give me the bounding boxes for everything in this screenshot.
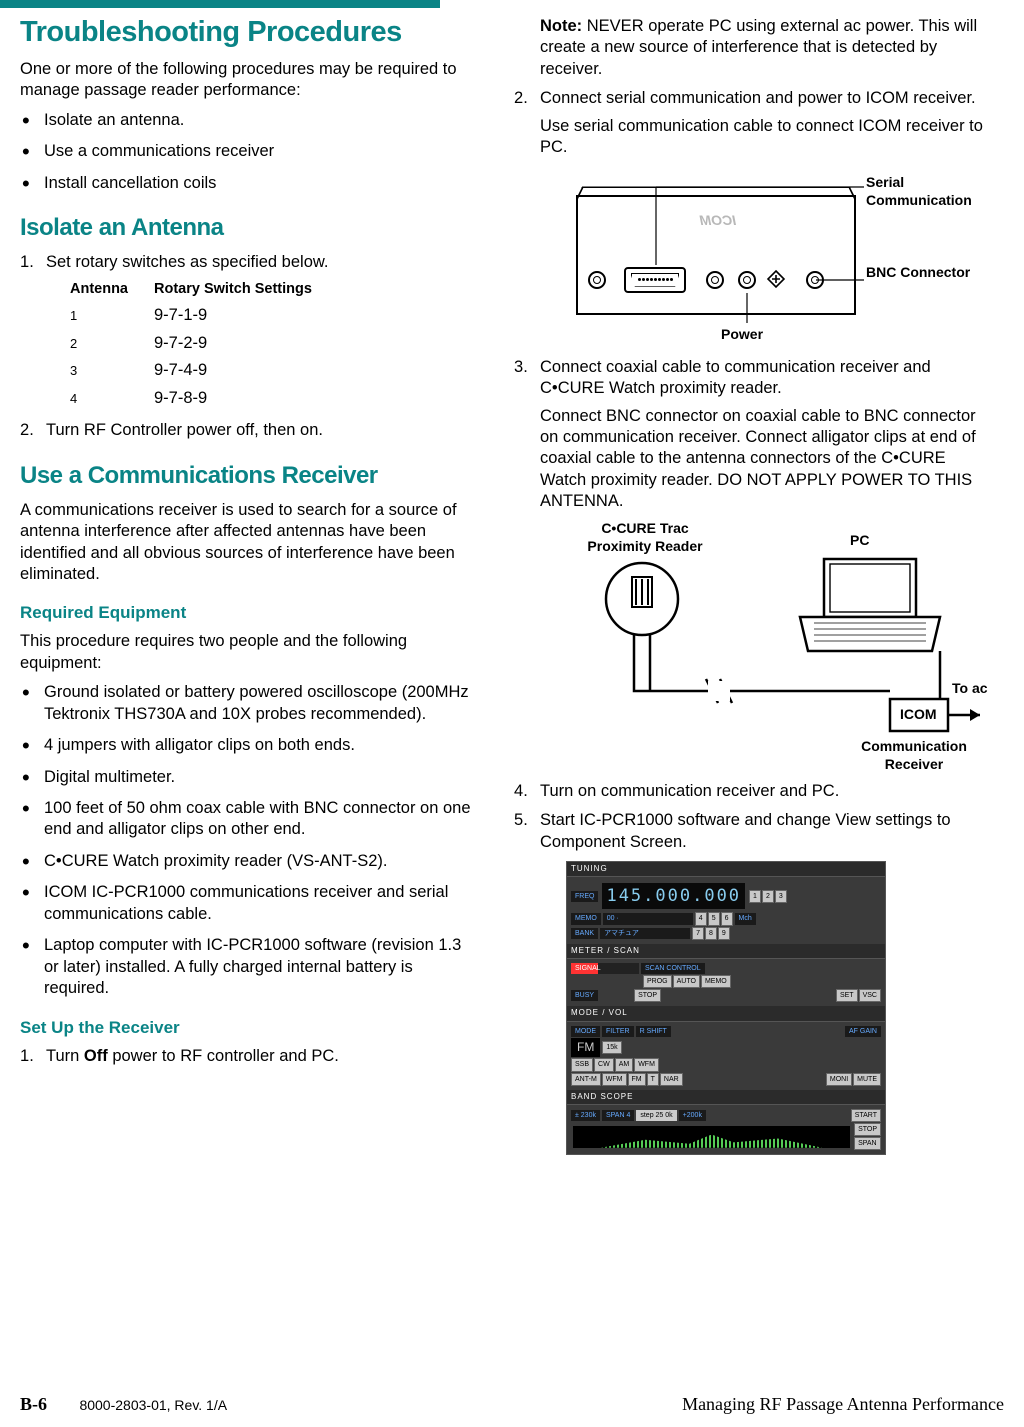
mode-panel: MODE FILTER R SHIFT AF GAIN FM 15k SSBCW — [567, 1021, 885, 1090]
list-item: Isolate an antenna. — [20, 110, 478, 131]
mode-display: FM — [571, 1038, 600, 1058]
req-intro: This procedure requires two people and t… — [20, 631, 478, 674]
tuning-panel: FREQ 145.000.000 123 MEMO 00 · 456 Mch B… — [567, 876, 885, 943]
list-item: Turn Off power to RF controller and PC. — [20, 1046, 478, 1067]
step-text: Set rotary switches as specified below. — [46, 253, 328, 271]
list-item: Turn on communication receiver and PC. — [514, 781, 996, 802]
spectrum-display — [573, 1126, 850, 1148]
table-header: Rotary Switch Settings — [154, 278, 338, 303]
table-cell: 3 — [70, 357, 154, 384]
step-text: power to RF controller and PC. — [108, 1047, 339, 1065]
wiring-diagram: C•CURE Trac Proximity Reader PC To ac IC… — [560, 519, 990, 769]
isolate-steps: Set rotary switches as specified below. … — [20, 252, 478, 441]
table-cell: 9-7-4-9 — [154, 357, 338, 384]
table-cell: 1 — [70, 302, 154, 329]
comm-intro: A communications receiver is used to sea… — [20, 500, 478, 586]
table-cell: 9-7-1-9 — [154, 302, 338, 329]
right-column: Note: NEVER operate PC using external ac… — [514, 16, 996, 1163]
list-item: Install cancellation coils — [20, 173, 478, 194]
list-item: Start IC-PCR1000 software and change Vie… — [514, 810, 996, 1155]
label-comm-receiver: Communication Receiver — [844, 737, 984, 773]
setup-steps-cont: Connect serial communication and power t… — [514, 88, 996, 1155]
panel-header: TUNING — [567, 862, 885, 876]
list-item: Turn RF Controller power off, then on. — [20, 420, 478, 441]
step-bold: Off — [84, 1047, 108, 1065]
page-number: B-6 — [20, 1394, 47, 1414]
heading-required-equipment: Required Equipment — [20, 603, 478, 623]
label-icom: ICOM — [900, 705, 937, 723]
scope-panel: ± 230k SPAN 4 step 25 0k +200k START STO… — [567, 1104, 885, 1154]
icom-receiver-diagram: ICOM Serial Communication BNC Connector — [566, 165, 996, 345]
step-text: Start IC-PCR1000 software and change Vie… — [540, 811, 951, 850]
wiring-svg — [560, 519, 990, 769]
panel-header: METER / SCAN — [567, 944, 885, 958]
label-pc: PC — [850, 531, 869, 549]
page-content: Troubleshooting Procedures One or more o… — [0, 8, 1024, 1163]
heading-setup-receiver: Set Up the Receiver — [20, 1018, 478, 1038]
list-item: Set rotary switches as specified below. … — [20, 252, 478, 412]
list-item: Digital multimeter. — [20, 767, 478, 788]
note-paragraph: Note: NEVER operate PC using external ac… — [514, 16, 996, 80]
table-cell: 9-7-8-9 — [154, 385, 338, 412]
frequency-display: 145.000.000 — [602, 883, 745, 909]
left-column: Troubleshooting Procedures One or more o… — [20, 16, 478, 1163]
table-cell: 9-7-2-9 — [154, 330, 338, 357]
leader-lines — [566, 165, 996, 345]
list-item: Connect coaxial cable to communication r… — [514, 357, 996, 769]
note-text: NEVER operate PC using external ac power… — [540, 17, 977, 78]
revision-number: 8000-2803-01, Rev. 1/A — [79, 1397, 227, 1413]
footer-title: Managing RF Passage Antenna Performance — [682, 1394, 1004, 1415]
step-text: Connect BNC connector on coaxial cable t… — [540, 406, 996, 513]
intro-text: One or more of the following procedures … — [20, 59, 478, 102]
list-item: ICOM IC-PCR1000 communications receiver … — [20, 882, 478, 925]
step-text: Use serial communication cable to connec… — [540, 116, 996, 159]
heading-isolate: Isolate an Antenna — [20, 214, 478, 242]
note-label: Note: — [540, 17, 582, 35]
table-cell: 4 — [70, 385, 154, 412]
signal-meter: SIGNAL — [571, 963, 639, 974]
panel-header: BAND SCOPE — [567, 1090, 885, 1104]
rotary-switch-table: Antenna Rotary Switch Settings 19-7-1-9 … — [70, 278, 338, 413]
step-text: Connect serial communication and power t… — [540, 89, 976, 107]
step-text: Connect coaxial cable to communication r… — [540, 358, 931, 397]
header-accent-bar — [0, 0, 440, 8]
pcr1000-screenshot: TUNING FREQ 145.000.000 123 MEMO 00 · 45… — [566, 861, 886, 1155]
list-item: 100 feet of 50 ohm coax cable with BNC c… — [20, 798, 478, 841]
panel-header: MODE / VOL — [567, 1006, 885, 1020]
setup-steps: Turn Off power to RF controller and PC. — [20, 1046, 478, 1067]
list-item: C•CURE Watch proximity reader (VS-ANT-S2… — [20, 851, 478, 872]
list-item: 4 jumpers with alligator clips on both e… — [20, 735, 478, 756]
list-item: Laptop computer with IC-PCR1000 software… — [20, 935, 478, 999]
procedure-list: Isolate an antenna. Use a communications… — [20, 110, 478, 194]
page-footer: B-6 8000-2803-01, Rev. 1/A Managing RF P… — [20, 1394, 1004, 1415]
table-cell: 2 — [70, 330, 154, 357]
label-to-ac: To ac — [952, 679, 988, 697]
list-item: Ground isolated or battery powered oscil… — [20, 682, 478, 725]
list-item: Use a communications receiver — [20, 141, 478, 162]
table-header: Antenna — [70, 278, 154, 303]
list-item: Connect serial communication and power t… — [514, 88, 996, 344]
meter-panel: SIGNAL SCAN CONTROL PROG AUTO MEMO — [567, 958, 885, 1006]
equipment-list: Ground isolated or battery powered oscil… — [20, 682, 478, 999]
step-text: Turn — [46, 1047, 84, 1065]
heading-comm-receiver: Use a Communications Receiver — [20, 462, 478, 490]
heading-troubleshooting: Troubleshooting Procedures — [20, 16, 478, 49]
label-reader: C•CURE Trac Proximity Reader — [570, 519, 720, 555]
